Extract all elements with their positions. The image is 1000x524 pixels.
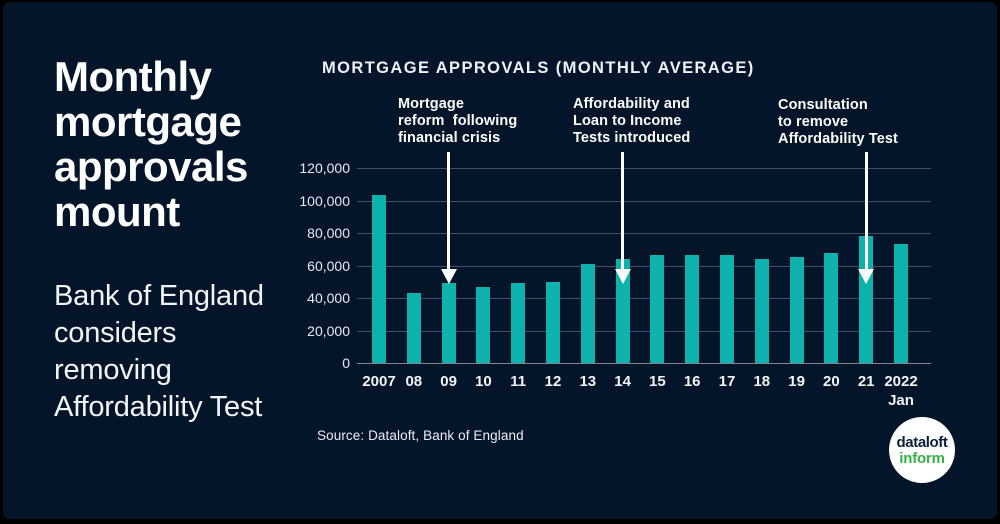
y-axis-label: 40,000	[307, 290, 350, 306]
gridline	[357, 168, 931, 169]
annotation-affordability-tests: Affordability and Loan to Income Tests i…	[573, 96, 691, 146]
gridline	[357, 298, 931, 299]
chart-title: MORTGAGE APPROVALS (MONTHLY AVERAGE)	[322, 59, 755, 77]
bar-21	[859, 236, 874, 363]
dataloft-inform-logo: dataloft inform	[889, 417, 955, 483]
bar-14	[615, 259, 630, 363]
x-axis-label: 17	[718, 373, 736, 390]
annotation-arrow	[440, 152, 457, 284]
annotation-arrow-line	[864, 152, 868, 269]
source-note: Source: Dataloft, Bank of England	[317, 428, 524, 443]
bar-12	[546, 281, 560, 363]
x-axis-label: 2007	[362, 373, 396, 390]
infographic-card: Monthly mortgage approvals mount Bank of…	[3, 2, 997, 519]
bar-16	[685, 254, 700, 363]
logo-dataloft-text: dataloft	[896, 433, 948, 451]
subtitle: Bank of England considers removing Affor…	[54, 280, 264, 423]
logo-inform-text: inform	[899, 449, 945, 467]
bar-19	[789, 257, 804, 363]
x-axis-line	[357, 363, 931, 364]
bar-20	[824, 253, 839, 363]
x-axis-label: 12	[544, 373, 562, 390]
gridline	[357, 200, 931, 202]
bar-10	[476, 286, 491, 363]
y-axis-label: 0	[342, 355, 350, 371]
y-axis-label: 80,000	[307, 225, 350, 241]
annotation-arrow	[858, 152, 875, 284]
x-axis-label: 11	[510, 373, 527, 390]
x-axis-label: 19	[788, 373, 805, 390]
x-axis-sublabel: Jan	[888, 392, 914, 409]
x-axis-label: 14	[614, 373, 631, 390]
x-axis-label: 2022	[884, 373, 918, 390]
x-axis-label: 10	[475, 373, 492, 390]
x-axis-label: 09	[440, 373, 457, 390]
x-axis-label: 20	[823, 373, 840, 390]
y-axis-label: 120,000	[299, 160, 350, 176]
annotation-arrow-head	[858, 269, 875, 284]
bar-15	[650, 254, 665, 363]
bar-chart-plot: 0 20,000 40,000 60,000 80,000 100,000 120,000 2…	[299, 152, 931, 409]
annotation-arrow-line	[621, 152, 625, 269]
y-axis-label: 20,000	[307, 322, 350, 339]
headline: Monthly mortgage approvals mount	[54, 53, 248, 235]
x-axis-label: 18	[753, 373, 771, 390]
annotation-arrow-head	[440, 269, 457, 284]
x-axis-label: 15	[649, 373, 666, 390]
annotation-arrow-line	[447, 152, 451, 269]
x-axis-label: 08	[405, 373, 423, 390]
x-axis-label: 13	[579, 373, 597, 390]
annotation-consultation: Consultation to remove Affordability Tes…	[778, 97, 898, 147]
bar-17	[720, 254, 734, 363]
y-axis-label: 60,000	[307, 257, 350, 274]
bar-11	[511, 283, 526, 363]
bar-2007	[372, 194, 386, 363]
gridline	[357, 233, 931, 234]
x-axis-label: 16	[683, 373, 701, 390]
annotation-arrow-head	[614, 269, 631, 284]
y-axis-label: 100,000	[299, 192, 350, 209]
bar-09	[441, 283, 456, 363]
annotation-arrow	[614, 152, 631, 284]
annotation-mortgage-reform: Mortgage reform following financial cris…	[398, 96, 518, 146]
gridline	[357, 265, 931, 267]
gridline	[357, 330, 931, 332]
bar-2022	[894, 244, 908, 363]
bar-08	[406, 293, 421, 363]
x-axis-label: 21	[857, 373, 875, 390]
bar-13	[580, 263, 595, 363]
bar-18	[754, 259, 769, 363]
